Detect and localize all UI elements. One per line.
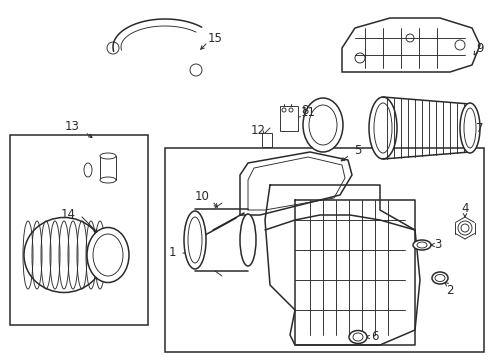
Bar (280, 106, 297, 131)
Ellipse shape (23, 221, 33, 289)
Text: 1: 1 (168, 247, 175, 260)
Ellipse shape (240, 214, 256, 266)
Ellipse shape (459, 103, 479, 153)
Ellipse shape (412, 240, 430, 250)
Ellipse shape (303, 98, 342, 152)
Text: 12: 12 (250, 123, 265, 136)
Text: 15: 15 (207, 31, 222, 45)
Bar (10, 135, 148, 325)
Ellipse shape (87, 228, 129, 283)
Text: 4: 4 (460, 202, 468, 215)
Text: 11: 11 (300, 105, 315, 118)
Text: 14: 14 (61, 208, 75, 221)
Text: 6: 6 (370, 330, 378, 343)
Text: 13: 13 (64, 121, 79, 134)
Ellipse shape (84, 163, 92, 177)
Text: 3: 3 (433, 238, 441, 252)
Text: 7: 7 (475, 122, 483, 135)
Text: 2: 2 (446, 284, 453, 297)
Ellipse shape (368, 97, 396, 159)
Polygon shape (341, 18, 479, 72)
Bar (164, 148, 483, 352)
Ellipse shape (100, 153, 116, 159)
Bar (100, 156, 116, 180)
Ellipse shape (100, 177, 116, 183)
Text: 8: 8 (301, 104, 308, 117)
Text: 5: 5 (354, 144, 361, 157)
Bar (262, 133, 271, 147)
Ellipse shape (183, 211, 205, 269)
Text: 9: 9 (475, 41, 483, 54)
Ellipse shape (431, 272, 447, 284)
Text: 10: 10 (194, 189, 209, 202)
Ellipse shape (348, 330, 366, 343)
